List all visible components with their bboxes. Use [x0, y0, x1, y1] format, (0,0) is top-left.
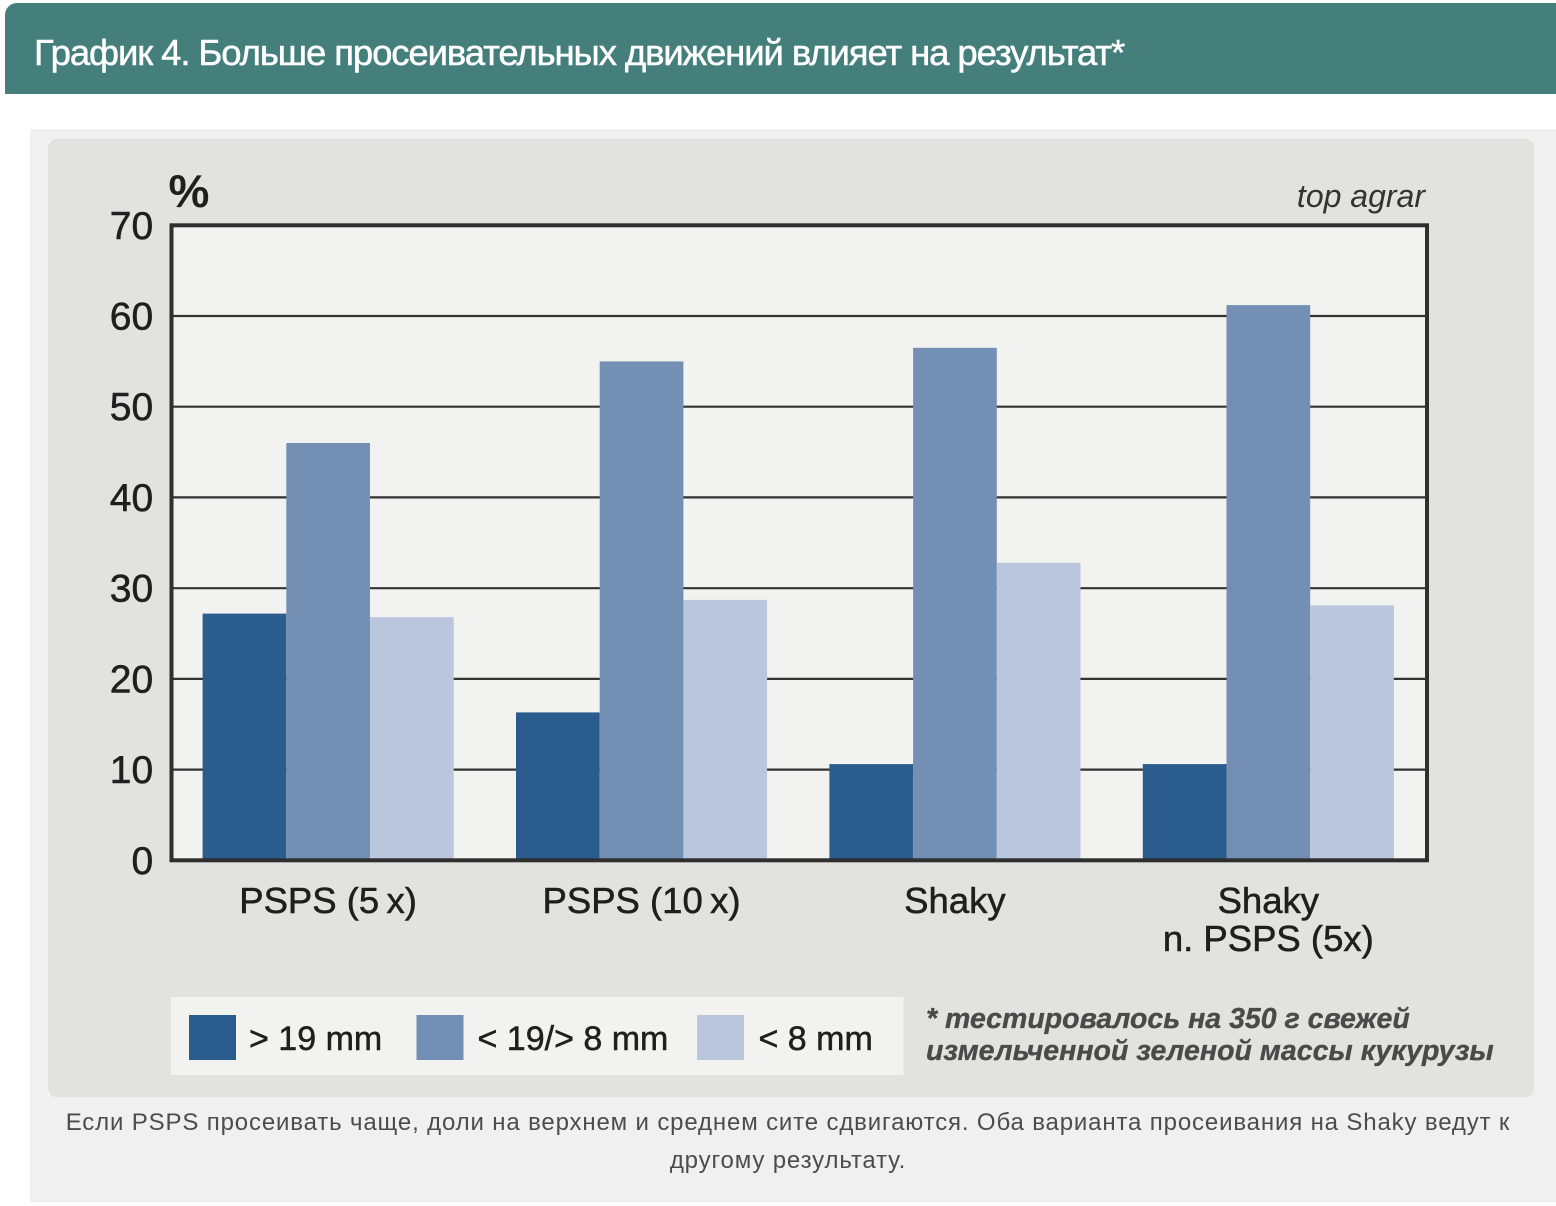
svg-text:20: 20 — [110, 658, 153, 701]
svg-text:10: 10 — [110, 749, 153, 792]
svg-text:40: 40 — [110, 477, 153, 520]
svg-text:50: 50 — [110, 386, 153, 429]
svg-text:70: 70 — [110, 205, 153, 248]
svg-text:60: 60 — [110, 296, 153, 339]
svg-text:< 8 mm: < 8 mm — [759, 1020, 873, 1058]
svg-text:PSPS (10 x): PSPS (10 x) — [543, 880, 741, 921]
svg-text:* тестировалось на 350 г свеже: * тестировалось на 350 г свежей — [926, 1003, 1410, 1035]
svg-text:%: % — [169, 165, 210, 217]
svg-text:n. PSPS (5x): n. PSPS (5x) — [1163, 918, 1374, 959]
svg-text:PSPS (5 x): PSPS (5 x) — [239, 880, 417, 921]
svg-text:30: 30 — [110, 568, 153, 611]
svg-text:Shaky: Shaky — [904, 880, 1006, 921]
svg-text:> 19 mm: > 19 mm — [249, 1020, 382, 1058]
svg-text:Shaky: Shaky — [1218, 880, 1320, 921]
svg-text:< 19/> 8 mm: < 19/> 8 mm — [478, 1020, 669, 1058]
svg-text:top agrar: top agrar — [1297, 178, 1426, 214]
svg-text:0: 0 — [131, 840, 153, 883]
svg-text:измельченной зеленой массы кук: измельченной зеленой массы кукурузы — [926, 1035, 1494, 1067]
